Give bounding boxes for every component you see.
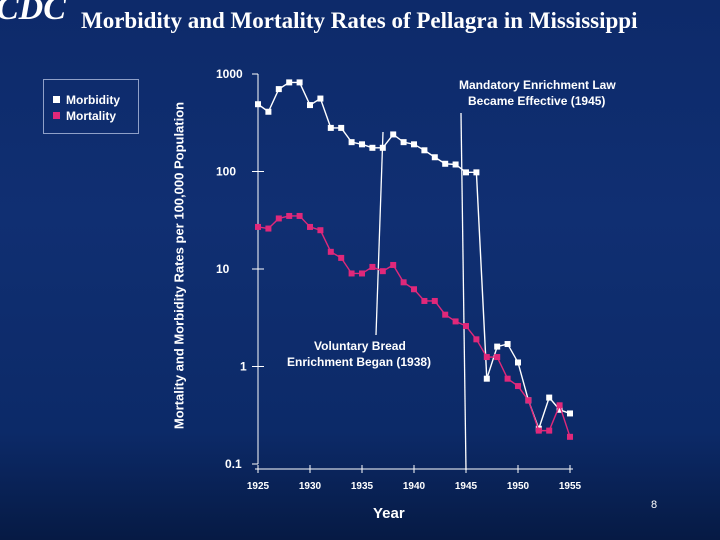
series-line-morbidity [257,81,571,431]
legend-item-mortality: Mortality [53,109,116,123]
data-point-morbidity [463,169,469,176]
x-tick-label: 1950 [507,481,530,492]
x-tick-label: 1945 [455,481,478,492]
legend-item-morbidity: Morbidity [53,93,120,107]
legend-label-mortality: Mortality [66,109,117,123]
y-tick-label: 100 [216,165,236,179]
data-point-mortality [567,433,573,440]
data-point-mortality [265,225,272,232]
data-point-morbidity [296,79,303,86]
data-point-mortality [525,397,532,404]
data-point-morbidity [411,141,417,148]
data-point-morbidity [431,154,438,161]
x-axis-label: Year [373,505,405,522]
data-point-mortality [473,336,480,343]
page-title: Morbidity and Mortality Rates of Pellagr… [81,8,638,33]
data-point-mortality [379,268,386,275]
data-point-morbidity [515,359,521,366]
data-point-morbidity [483,375,490,382]
data-point-mortality [327,248,334,255]
data-point-mortality [442,311,449,318]
data-point-morbidity [348,139,355,146]
x-tick-label: 1955 [559,481,582,492]
data-point-mortality [431,297,438,304]
data-point-morbidity [452,161,459,168]
data-point-mortality [494,354,501,361]
data-point-morbidity [379,144,386,151]
data-point-morbidity [359,141,365,148]
data-point-morbidity [390,131,397,138]
data-point-mortality [307,223,313,230]
data-point-mortality [338,254,345,261]
data-point-mortality [296,212,303,219]
annotation-label: Enrichment Began (1938) [287,355,431,369]
annotation-label: Mandatory Enrichment Law [459,78,616,92]
chart-legend: Morbidity Mortality [43,79,139,134]
data-point-mortality [369,263,376,270]
y-tick-label: 0.1 [225,457,242,471]
annotation-label: Voluntary Bread [314,339,406,353]
data-point-morbidity [369,144,376,151]
data-point-mortality [348,270,355,277]
y-tick-label: 1000 [216,67,243,81]
legend-swatch-mortality [53,112,60,119]
y-tick-label: 10 [216,262,230,276]
data-point-mortality [556,402,563,409]
data-point-morbidity [327,124,334,131]
data-point-mortality [359,270,365,277]
page-number: 8 [651,499,658,511]
data-point-morbidity [307,102,313,109]
x-tick-label: 1930 [299,481,322,492]
series-line-mortality [257,215,571,438]
data-point-mortality [515,383,521,390]
data-point-morbidity [265,108,272,115]
data-point-mortality [535,427,542,434]
y-tick-label: 1 [240,360,247,374]
data-point-mortality [452,318,459,325]
data-point-mortality [504,375,511,382]
x-tick-label: 1935 [351,481,374,492]
data-point-mortality [317,227,324,234]
data-point-mortality [275,215,282,222]
data-point-morbidity [494,343,501,350]
data-point-mortality [421,297,428,304]
data-point-morbidity [286,79,293,86]
data-point-morbidity [473,169,480,176]
data-point-morbidity [567,410,573,417]
data-point-morbidity [504,341,511,348]
data-point-morbidity [546,394,553,401]
data-point-morbidity [255,101,261,108]
data-point-morbidity [421,147,428,154]
data-point-morbidity [442,160,449,167]
data-point-morbidity [317,95,324,102]
data-point-mortality [483,354,490,361]
data-point-morbidity [275,86,282,93]
cdc-logo: CDC [0,0,66,27]
data-point-morbidity [338,124,345,131]
legend-label-morbidity: Morbidity [66,93,120,107]
data-point-morbidity [400,139,407,146]
annotation-leader-line [375,131,384,336]
data-point-mortality [286,212,293,219]
data-point-mortality [400,279,407,286]
x-tick-label: 1925 [247,481,270,492]
data-point-mortality [390,261,397,268]
annotation-leader-line [460,112,467,471]
data-point-mortality [255,223,261,230]
annotation-label: Became Effective (1945) [468,94,605,108]
legend-swatch-morbidity [53,96,60,103]
data-point-mortality [546,427,553,434]
data-point-mortality [463,323,469,330]
data-point-morbidity [556,406,563,413]
data-point-mortality [411,286,417,293]
x-tick-label: 1940 [403,481,426,492]
